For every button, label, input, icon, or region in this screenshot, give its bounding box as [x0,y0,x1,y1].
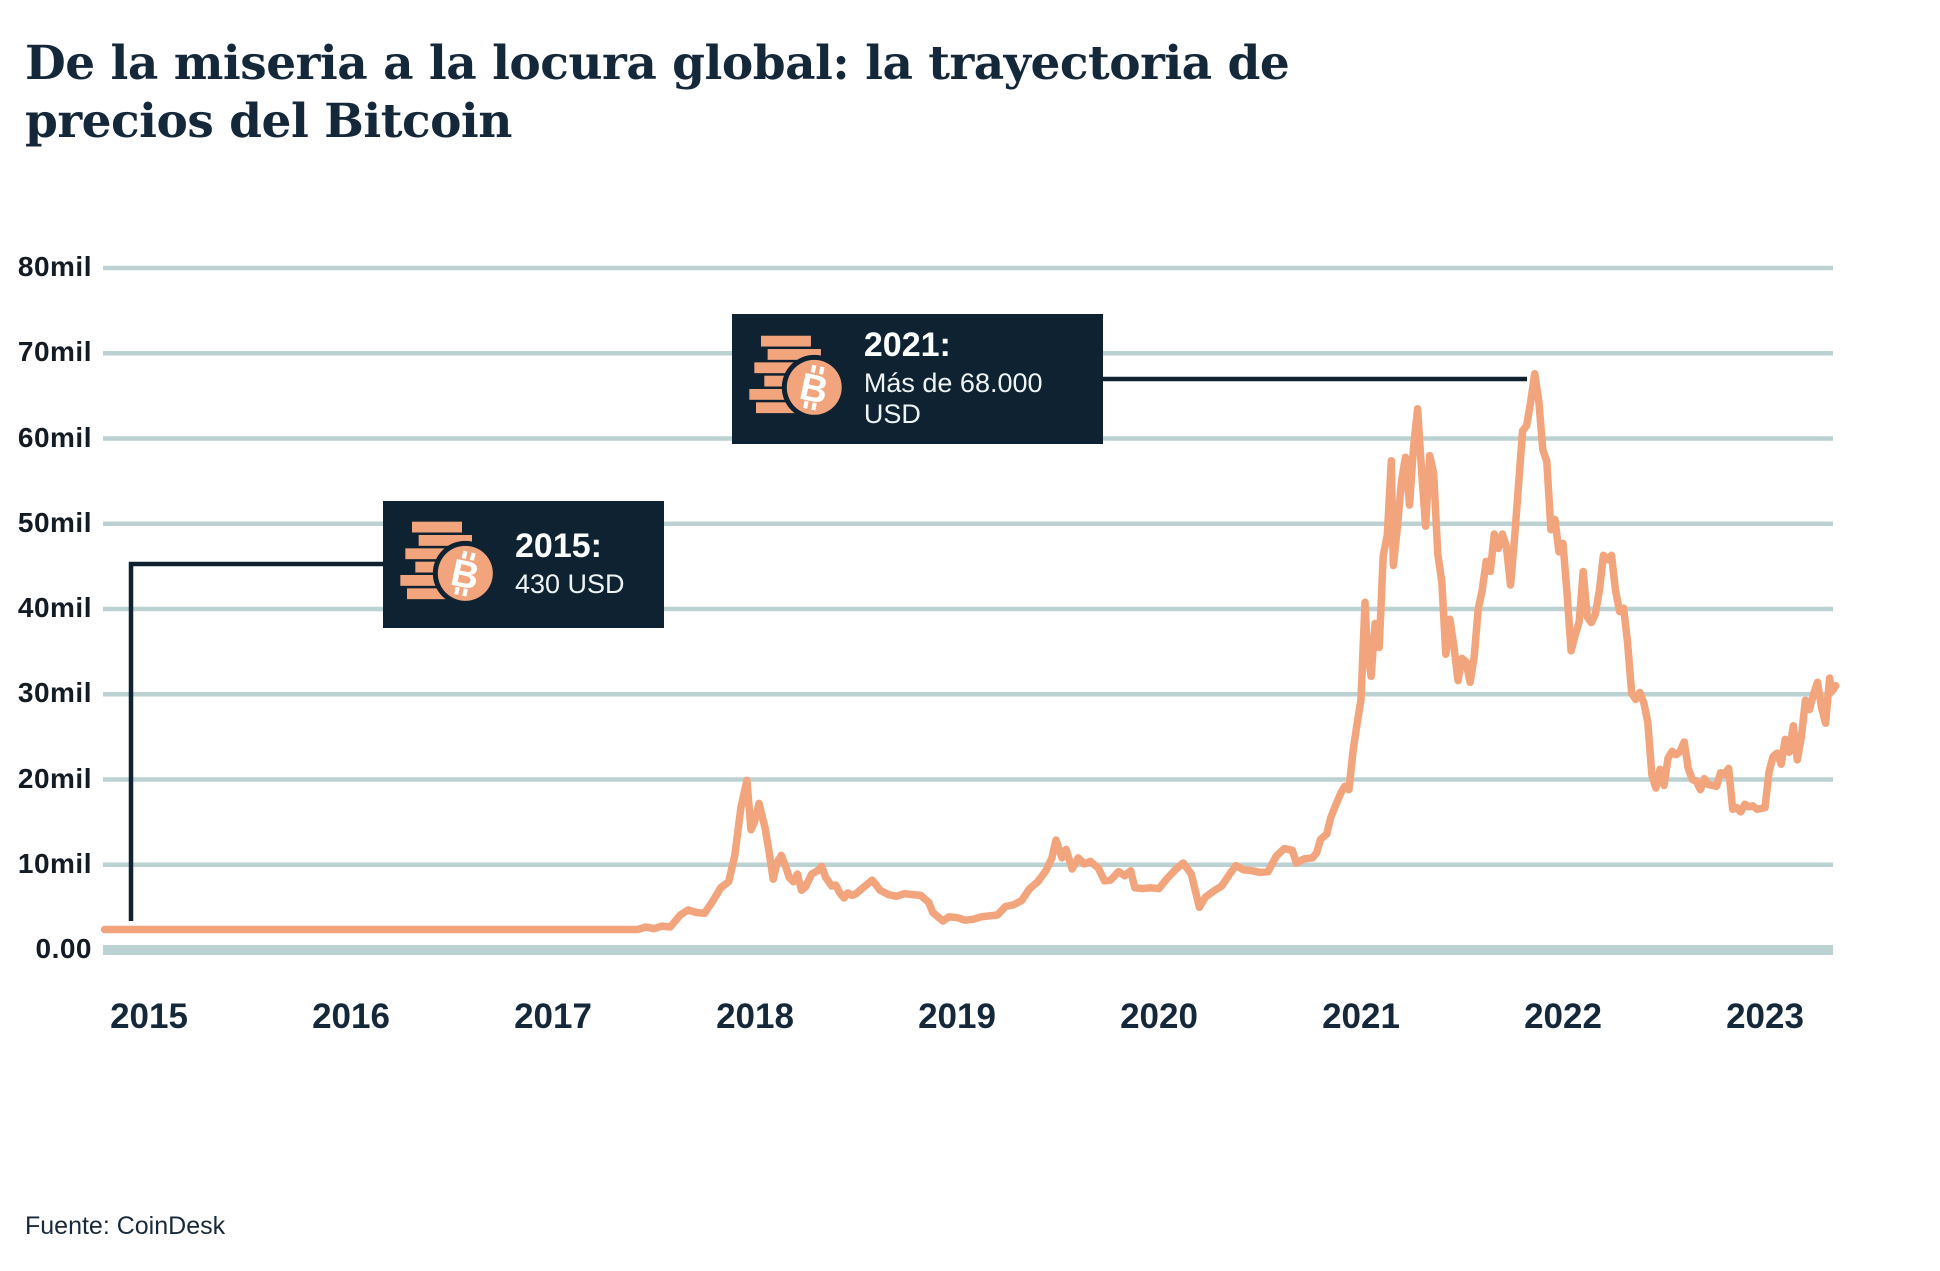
y-axis-label-20mil: 20mil [17,762,92,794]
y-axis-label-60mil: 60mil [17,421,92,453]
bitcoin-coins-icon: B [749,335,846,420]
source-attribution: Fuente: CoinDesk [25,1212,226,1240]
x-axis-label-2019: 2019 [918,997,996,1036]
callout-2021-year: 2021: [863,325,951,364]
y-axis-label-70mil: 70mil [17,336,92,368]
page-title-line1: De la miseria a la locura global: la tra… [25,36,1290,92]
x-axis-label-2016: 2016 [312,997,390,1036]
y-axis-label-40mil: 40mil [17,592,92,623]
page-title: De la miseria a la locura global: la tra… [25,35,1585,151]
callout-2015-value: 430 USD [515,569,625,600]
callout-2021-value: Más de 68.000 USD [863,368,1043,430]
x-axis-label-2017: 2017 [514,997,592,1036]
page-title-line2: precios del Bitcoin [25,94,512,150]
x-axis-label-2020: 2020 [1120,997,1198,1036]
callout-2021: B 2021: Más de 68.000 USD [732,314,1103,444]
y-axis-label-80mil: 80mil [17,251,92,282]
x-axis-label-2022: 2022 [1524,997,1602,1036]
y-axis-label-50mil: 50mil [17,506,92,538]
x-axis-label-2023: 2023 [1726,997,1804,1036]
x-axis-label-2018: 2018 [716,997,794,1036]
callout-connector-2015 [128,561,383,921]
x-axis-label-2021: 2021 [1322,997,1400,1036]
price-line [100,369,1840,934]
y-axis-label-30mil: 30mil [17,677,92,709]
bitcoin-coins-icon: B [400,521,497,606]
callout-2015-year: 2015: [515,526,602,565]
y-axis-label-10mil: 10mil [17,847,92,879]
x-axis-label-2015: 2015 [110,997,188,1036]
y-axis-label-0.00: 0.00 [35,933,92,964]
callout-2015: B 2015: 430 USD [383,501,664,628]
